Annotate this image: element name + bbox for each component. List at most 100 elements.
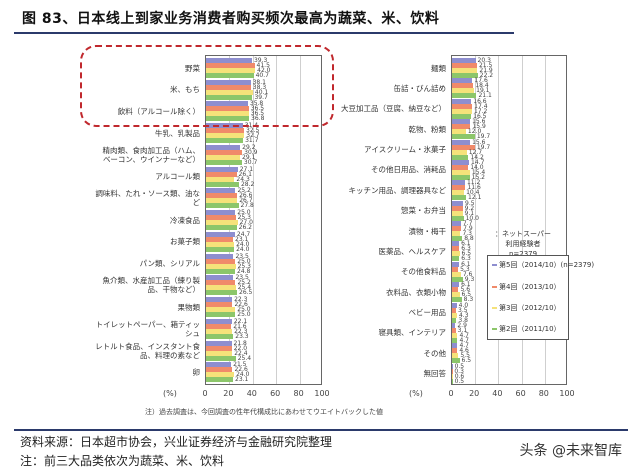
bar-value-label: 21.8 — [233, 339, 247, 347]
bar-value-label: 8.3 — [463, 296, 474, 304]
bar — [206, 328, 233, 334]
category-label: レトルト食品、インスタント食 品、料理の素など — [95, 341, 200, 360]
bar — [206, 58, 252, 63]
bar — [452, 164, 469, 170]
bar — [452, 210, 463, 216]
bar — [452, 358, 460, 364]
bar — [452, 282, 460, 288]
bar — [206, 355, 236, 361]
bar — [206, 203, 239, 209]
bar-value-label: 41.5 — [256, 62, 270, 69]
category-label: 精肉類、食肉加工品（ハム、 ベーコン、ウインナーなど） — [102, 145, 201, 164]
x-tick-label: 20 — [223, 389, 234, 398]
bar-value-label: 25.0 — [237, 257, 251, 265]
bar-value-label: 12.1 — [468, 194, 482, 202]
bar — [452, 195, 467, 201]
bar — [452, 113, 472, 119]
bar — [452, 302, 457, 308]
bar-value-label: 25.4 — [237, 284, 252, 292]
x-tick-label: 40 — [492, 389, 503, 398]
bar — [452, 124, 471, 130]
left-bar-chart: 0 20 40 60 80 100 (%) 野菜 39.3 41.5 42.0 40.7 米、もち 38.… — [0, 0, 340, 410]
bar — [206, 280, 236, 286]
bar-value-label: 21.5 — [478, 62, 493, 69]
bar-value-label: 24.8 — [237, 267, 251, 275]
legend-swatch — [492, 264, 497, 266]
gridline — [475, 56, 477, 384]
bar-value-label: 36.5 — [250, 105, 265, 113]
category-label: 無回答 — [423, 369, 447, 379]
bar — [206, 258, 236, 264]
bar-value-label: 22.2 — [479, 72, 494, 79]
bar-value-label: 0.3 — [454, 367, 464, 375]
bar-value-label: 32.5 — [246, 127, 260, 135]
bar-value-label: 25.0 — [237, 209, 251, 217]
x-axis-label: (%) — [163, 389, 177, 398]
bar-value-label: 3.5 — [458, 306, 468, 314]
bar-value-label: 39.3 — [253, 57, 268, 64]
bar-value-label: 15.6 — [472, 118, 486, 126]
bar-value-label: 22.0 — [233, 344, 248, 352]
net-super-label: ：ネットスーパー 利用経験者 n=2379 — [495, 230, 551, 258]
bar — [452, 134, 475, 140]
title-divider — [14, 32, 514, 34]
bar — [452, 317, 457, 323]
bar — [206, 171, 237, 177]
bar-value-label: 19.7 — [476, 133, 491, 141]
footer-divider — [14, 429, 628, 431]
bar-value-label: 16.5 — [473, 112, 487, 120]
category-label: アルコール類 — [155, 172, 200, 182]
bar-value-label: 12.0 — [467, 128, 482, 136]
bar-value-label: 26.6 — [239, 192, 253, 200]
bar — [452, 322, 456, 328]
legend-swatch — [492, 307, 497, 309]
bar-value-label: 21.5 — [233, 361, 247, 369]
bar — [206, 176, 235, 182]
bar — [206, 101, 248, 107]
bar — [452, 363, 453, 369]
bar-value-label: 17.2 — [473, 107, 488, 115]
x-tick-label: 100 — [559, 389, 575, 398]
bar-value-label: 29.2 — [242, 143, 256, 151]
bar — [206, 275, 234, 281]
bar — [452, 83, 474, 89]
bar — [452, 98, 472, 104]
category-label: 乾物、粉類 — [408, 124, 447, 134]
bar — [452, 261, 460, 267]
bar-value-label: 9.2 — [464, 204, 475, 212]
bar-value-label: 17.6 — [474, 77, 488, 85]
bar — [452, 88, 475, 94]
bar-value-label: 25.2 — [237, 279, 251, 287]
bar-value-label: 22.1 — [233, 317, 248, 325]
bar-value-label: 11.6 — [467, 184, 481, 192]
bar — [206, 133, 245, 139]
bar — [452, 73, 478, 78]
bar-value-label: 22.4 — [234, 349, 248, 357]
bar — [206, 297, 233, 303]
bar-value-label: 15.4 — [471, 168, 486, 176]
legend-swatch — [492, 328, 497, 330]
bar — [452, 58, 476, 63]
bar — [206, 89, 253, 95]
bar-value-label: 6.3 — [461, 245, 471, 253]
bar-value-label: 38.3 — [252, 83, 267, 91]
bar — [452, 93, 477, 99]
bar-value-label: 20.3 — [477, 57, 491, 64]
bar-value-label: 14.7 — [471, 158, 485, 166]
bar-value-label: 30.7 — [243, 158, 258, 166]
bar — [452, 159, 470, 165]
bar — [206, 138, 244, 144]
bar-value-label: 23.1 — [235, 235, 249, 243]
bar — [452, 108, 472, 114]
bar — [452, 307, 457, 313]
gridline — [252, 56, 254, 384]
bar — [206, 367, 233, 373]
x-tick-label: 60 — [270, 389, 281, 398]
bar — [206, 236, 234, 242]
bar-value-label: 7.7 — [462, 220, 473, 227]
bar — [206, 246, 235, 252]
category-label: 漬物・梅干 — [408, 226, 447, 236]
bar-value-label: 0.6 — [454, 372, 465, 380]
bar-value-label: 4.3 — [458, 311, 469, 319]
bar-value-label: 19.7 — [476, 143, 491, 151]
